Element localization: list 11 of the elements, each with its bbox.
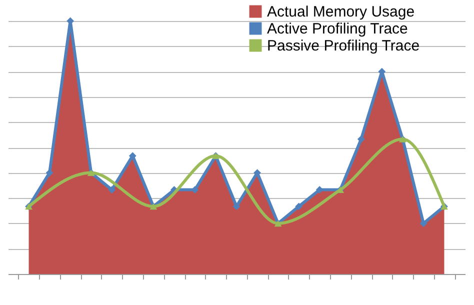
point: [108, 186, 116, 194]
point: [232, 202, 240, 210]
legend-label: Actual Memory Usage: [267, 4, 415, 20]
point: [254, 169, 261, 177]
point: [128, 152, 136, 160]
legend-label: Active Profiling Trace: [267, 20, 408, 38]
point: [420, 220, 428, 228]
legend-label: Passive Profiling Trace: [267, 38, 420, 54]
point: [46, 169, 54, 177]
point: [295, 202, 303, 210]
point: [357, 135, 365, 143]
